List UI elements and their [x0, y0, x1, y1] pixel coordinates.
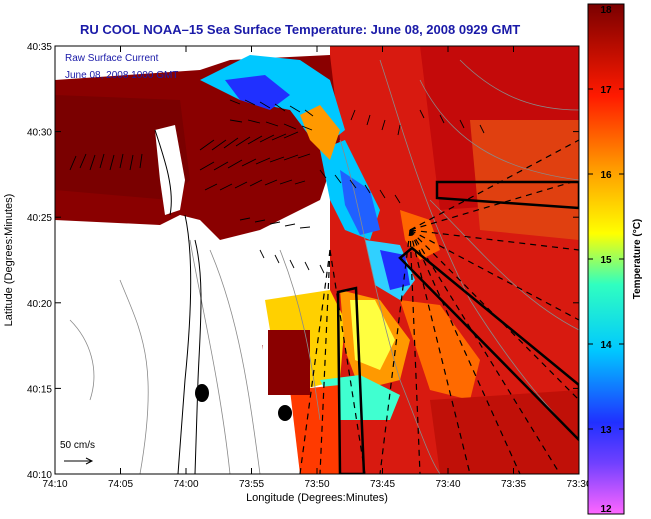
map-title: RU COOL NOAA–15 Sea Surface Temperature:… — [80, 22, 521, 37]
colorbar-tick-label: 18 — [600, 5, 612, 16]
x-tick-label: 74:00 — [173, 479, 198, 490]
y-axis-label: Latitude (Degrees:Minutes) — [3, 194, 15, 327]
sst-field — [55, 46, 579, 474]
y-tick-label: 40:20 — [27, 299, 52, 310]
y-tick-label: 40:15 — [27, 384, 52, 395]
colorbar-label: Temperature (°C) — [632, 219, 643, 300]
colorbar-tick-label: 12 — [600, 504, 612, 515]
radial-lines — [299, 139, 579, 474]
surface-current-vectors — [69, 99, 485, 274]
x-tick-label: 73:40 — [435, 479, 460, 490]
colorbar-ticks: 18 17 16 15 14 13 12 — [588, 3, 624, 515]
transect-boxes — [336, 180, 579, 474]
colorbar-tick-label: 14 — [600, 340, 612, 351]
y-tick-label: 40:35 — [27, 42, 52, 53]
colorbar — [587, 3, 625, 515]
y-tick-label: 40:30 — [27, 128, 52, 139]
x-tick-label: 73:45 — [370, 479, 395, 490]
station-marker — [278, 405, 292, 421]
x-tick-label: 74:05 — [108, 479, 133, 490]
x-tick-label: 74:10 — [42, 479, 67, 490]
x-tick-label: 73:55 — [239, 479, 264, 490]
x-ticks: 74:10 74:05 74:00 73:55 73:50 73:45 73:40 73:35… — [42, 46, 592, 490]
colorbar-tick-label: 15 — [600, 255, 612, 266]
scale-label: 50 cm/s — [60, 440, 95, 451]
x-axis-label: Longitude (Degrees:Minutes) — [246, 492, 388, 504]
x-tick-label: 73:30 — [566, 479, 591, 490]
current-label: Raw Surface Current — [65, 53, 159, 64]
current-date: June 08, 2008 1000 GMT — [65, 70, 178, 81]
scale-arrow-icon — [64, 457, 94, 465]
x-tick-label: 73:50 — [304, 479, 329, 490]
y-ticks: 40:35 40:30 40:25 40:20 40:15 40:10 — [27, 42, 579, 481]
colorbar-tick-label: 16 — [600, 170, 612, 181]
coastline — [154, 129, 202, 474]
x-tick-label: 73:35 — [501, 479, 526, 490]
station-marker — [195, 384, 209, 402]
colorbar-tick-label: 13 — [600, 425, 612, 436]
y-tick-label: 40:10 — [27, 470, 52, 481]
colorbar-tick-label: 17 — [600, 85, 612, 96]
y-tick-label: 40:25 — [27, 213, 52, 224]
